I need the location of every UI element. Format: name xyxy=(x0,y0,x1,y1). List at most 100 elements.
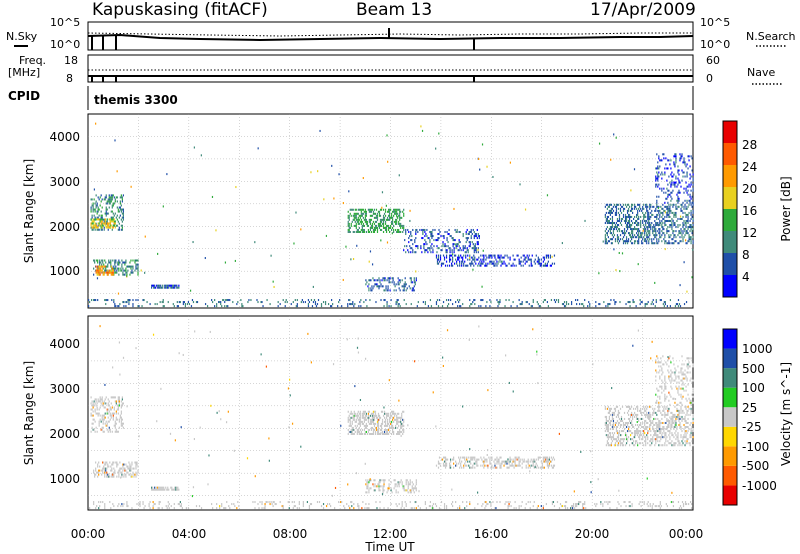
data-cell xyxy=(106,220,108,223)
data-cell xyxy=(684,444,686,447)
data-cell xyxy=(156,488,158,491)
data-cell xyxy=(530,458,532,461)
data-cell xyxy=(173,305,175,308)
data-cell xyxy=(628,232,631,235)
data-cell xyxy=(137,299,139,302)
data-cell xyxy=(658,232,660,235)
data-cell xyxy=(355,418,357,421)
data-cell xyxy=(95,200,97,203)
data-cell xyxy=(101,414,103,417)
data-cell xyxy=(642,207,644,210)
data-cell xyxy=(157,486,159,489)
data-cell xyxy=(669,219,671,222)
data-cell xyxy=(431,235,433,238)
data-cell xyxy=(550,460,553,463)
data-cell xyxy=(158,286,160,289)
data-cell xyxy=(684,419,686,422)
data-cell xyxy=(176,301,178,304)
data-cell xyxy=(463,464,465,467)
data-cell xyxy=(400,422,402,425)
data-cell xyxy=(398,483,400,486)
data-cell xyxy=(641,434,643,437)
data-cell xyxy=(680,371,682,374)
data-cell xyxy=(380,426,383,429)
data-cell xyxy=(101,228,103,231)
data-cell xyxy=(644,428,646,431)
data-cell xyxy=(692,187,694,190)
data-cell xyxy=(444,230,446,233)
data-cell xyxy=(388,210,391,213)
data-cell xyxy=(657,395,659,398)
data-cell xyxy=(624,424,627,427)
data-cell xyxy=(501,256,503,259)
data-cell xyxy=(614,226,617,229)
data-cell xyxy=(686,175,688,178)
data-cell xyxy=(682,171,684,174)
data-cell xyxy=(356,412,358,415)
data-cell xyxy=(655,215,657,218)
data-cell xyxy=(114,222,116,225)
data-cell xyxy=(690,242,692,245)
data-cell xyxy=(495,466,497,469)
data-cell xyxy=(564,305,567,308)
data-cell xyxy=(626,411,629,414)
data-cell xyxy=(128,301,130,304)
data-cell xyxy=(549,264,552,267)
data-cell xyxy=(399,305,401,308)
data-cell xyxy=(660,411,662,414)
data-cell xyxy=(124,263,126,266)
data-cell xyxy=(683,236,685,239)
data-cell xyxy=(495,458,497,461)
data-cell xyxy=(393,479,395,482)
data-cell xyxy=(660,357,662,360)
data-cell xyxy=(366,432,368,435)
data-cell xyxy=(403,424,405,427)
data-cell xyxy=(518,260,520,263)
data-cell xyxy=(656,234,658,237)
data-cell xyxy=(679,224,681,227)
data-cell xyxy=(669,432,671,435)
data-cell xyxy=(690,183,692,186)
data-cell xyxy=(508,262,510,265)
data-cell xyxy=(677,195,679,198)
data-cell xyxy=(616,436,619,439)
data-cell xyxy=(467,251,469,254)
data-cell xyxy=(94,408,96,411)
data-cell xyxy=(96,406,98,409)
data-cell xyxy=(355,224,357,227)
data-cell xyxy=(137,271,139,274)
data-cell xyxy=(612,209,615,212)
data-cell xyxy=(611,440,614,443)
data-cell xyxy=(97,463,99,466)
data-cell xyxy=(102,222,104,225)
data-cell xyxy=(99,469,101,472)
data-cell xyxy=(664,415,666,418)
data-cell xyxy=(630,236,633,239)
data-cell xyxy=(411,281,413,284)
data-cell xyxy=(654,236,656,239)
data-cell xyxy=(670,369,672,372)
data-cell xyxy=(386,216,389,219)
data-cell xyxy=(638,419,640,422)
data-cell xyxy=(613,407,616,410)
data-cell xyxy=(458,239,460,242)
data-cell xyxy=(353,214,355,217)
data-cell xyxy=(125,301,127,304)
data-cell xyxy=(678,199,680,202)
data-cell xyxy=(634,205,636,208)
data-cell xyxy=(412,287,414,290)
data-cell xyxy=(656,424,658,427)
data-cell xyxy=(616,426,619,429)
data-cell xyxy=(436,239,438,242)
data-cell xyxy=(604,234,606,237)
data-cell xyxy=(527,466,529,469)
data-cell xyxy=(122,210,124,213)
data-cell xyxy=(618,432,621,435)
data-cell xyxy=(101,265,103,268)
data-cell xyxy=(120,196,122,199)
data-cell xyxy=(557,301,560,304)
data-cell xyxy=(114,200,116,203)
data-cell xyxy=(619,222,622,225)
data-cell xyxy=(109,261,111,264)
data-cell xyxy=(470,458,472,461)
